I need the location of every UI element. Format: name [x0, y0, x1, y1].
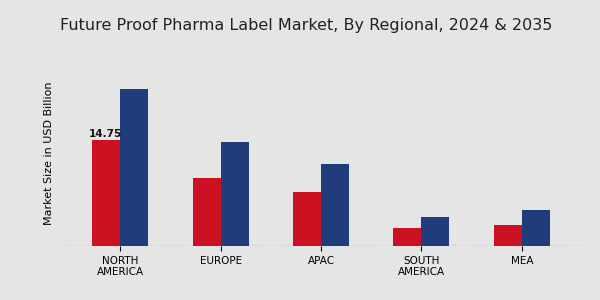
Y-axis label: Market Size in USD Billion: Market Size in USD Billion: [44, 81, 55, 225]
Bar: [293, 192, 321, 246]
Bar: [321, 164, 349, 246]
Bar: [92, 140, 120, 246]
Text: 14.75: 14.75: [89, 129, 122, 139]
Bar: [494, 224, 522, 246]
Bar: [120, 88, 148, 246]
Text: Future Proof Pharma Label Market, By Regional, 2024 & 2035: Future Proof Pharma Label Market, By Reg…: [60, 18, 553, 33]
Bar: [522, 210, 550, 246]
Bar: [393, 228, 421, 246]
Bar: [421, 218, 449, 246]
Bar: [193, 178, 221, 246]
Bar: [221, 142, 249, 246]
